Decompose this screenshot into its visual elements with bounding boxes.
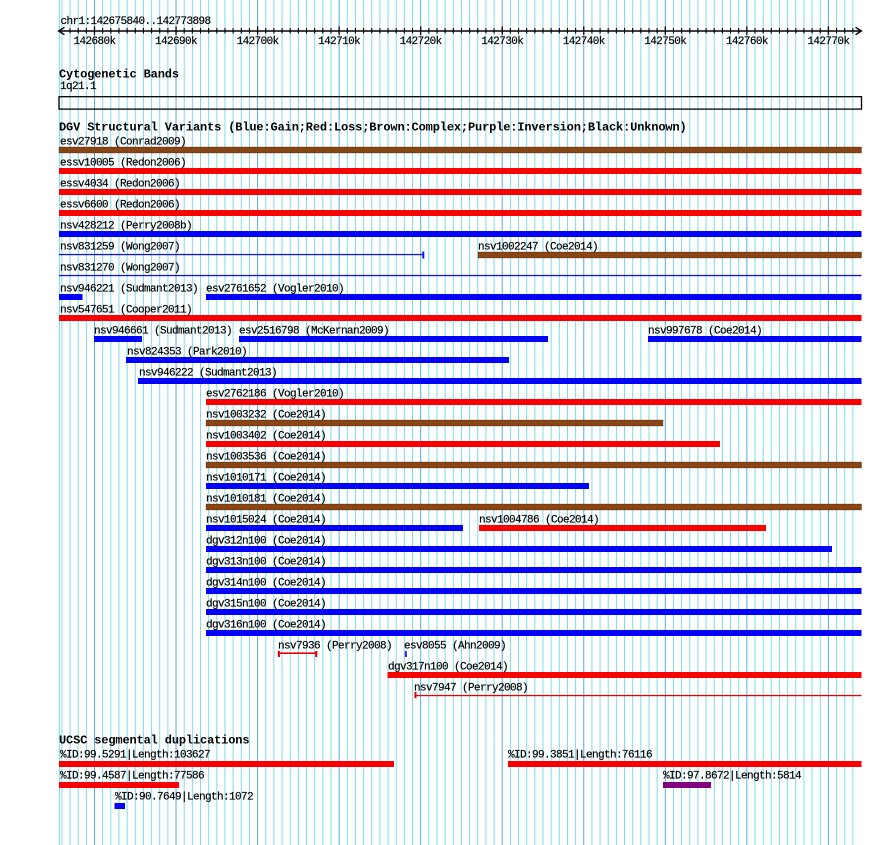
svg-text:esv2516798 (McKernan2009): esv2516798 (McKernan2009) <box>239 326 389 338</box>
svg-text:dgv316n100 (Coe2014): dgv316n100 (Coe2014) <box>206 620 326 632</box>
svg-text:nsv997678 (Coe2014): nsv997678 (Coe2014) <box>648 326 762 338</box>
svg-text:%ID:97.8672|Length:5814: %ID:97.8672|Length:5814 <box>663 770 802 782</box>
svg-text:nsv428212 (Perry2008b): nsv428212 (Perry2008b) <box>60 221 192 233</box>
svg-text:nsv1003536 (Coe2014): nsv1003536 (Coe2014) <box>206 452 326 464</box>
svg-text:chr1:142675840..142773898: chr1:142675840..142773898 <box>61 16 211 28</box>
svg-text:nsv831259 (Wong2007): nsv831259 (Wong2007) <box>60 242 180 254</box>
svg-text:dgv313n100 (Coe2014): dgv313n100 (Coe2014) <box>206 557 326 569</box>
svg-text:nsv7947 (Perry2008): nsv7947 (Perry2008) <box>414 683 528 695</box>
svg-text:nsv1015024 (Coe2014): nsv1015024 (Coe2014) <box>206 515 326 527</box>
svg-text:DGV Structural Variants (Blue:: DGV Structural Variants (Blue:Gain;Red:L… <box>59 120 687 134</box>
svg-text:essv4034 (Redon2006): essv4034 (Redon2006) <box>60 179 180 191</box>
svg-text:nsv946661 (Sudmant2013): nsv946661 (Sudmant2013) <box>94 326 232 338</box>
svg-text:nsv831270 (Wong2007): nsv831270 (Wong2007) <box>60 263 180 275</box>
svg-text:142730k: 142730k <box>481 36 524 48</box>
svg-text:%ID:99.5291|Length:103627: %ID:99.5291|Length:103627 <box>60 749 210 761</box>
svg-text:142690k: 142690k <box>155 36 198 48</box>
svg-text:%ID:99.4587|Length:77586: %ID:99.4587|Length:77586 <box>60 770 204 782</box>
svg-text:nsv1010181 (Coe2014): nsv1010181 (Coe2014) <box>206 494 326 506</box>
svg-text:esv2761652 (Vogler2010): esv2761652 (Vogler2010) <box>206 284 344 296</box>
svg-text:nsv1010171 (Coe2014): nsv1010171 (Coe2014) <box>206 473 326 485</box>
svg-text:nsv824353 (Park2010): nsv824353 (Park2010) <box>127 347 247 359</box>
svg-text:dgv312n100 (Coe2014): dgv312n100 (Coe2014) <box>206 536 326 548</box>
svg-text:nsv946222 (Sudmant2013): nsv946222 (Sudmant2013) <box>139 368 277 380</box>
svg-text:nsv1004786 (Coe2014): nsv1004786 (Coe2014) <box>479 515 599 527</box>
svg-text:142680k: 142680k <box>73 36 116 48</box>
svg-text:142710k: 142710k <box>318 36 361 48</box>
svg-text:dgv314n100 (Coe2014): dgv314n100 (Coe2014) <box>206 578 326 590</box>
svg-text:essv6600 (Redon2006): essv6600 (Redon2006) <box>60 200 180 212</box>
svg-text:142760k: 142760k <box>726 36 769 48</box>
svg-text:esv2762186 (Vogler2010): esv2762186 (Vogler2010) <box>206 389 344 401</box>
svg-text:dgv317n100 (Coe2014): dgv317n100 (Coe2014) <box>388 662 508 674</box>
svg-text:nsv1003402 (Coe2014): nsv1003402 (Coe2014) <box>206 431 326 443</box>
svg-text:142770k: 142770k <box>807 36 850 48</box>
svg-text:essv10005 (Redon2006): essv10005 (Redon2006) <box>60 158 186 170</box>
svg-text:%ID:90.7649|Length:1072: %ID:90.7649|Length:1072 <box>115 791 253 803</box>
svg-text:%ID:99.3851|Length:76116: %ID:99.3851|Length:76116 <box>508 749 652 761</box>
svg-text:dgv315n100 (Coe2014): dgv315n100 (Coe2014) <box>206 599 326 611</box>
svg-text:nsv1003232 (Coe2014): nsv1003232 (Coe2014) <box>206 410 326 422</box>
svg-text:142720k: 142720k <box>400 36 443 48</box>
svg-text:1q21.1: 1q21.1 <box>60 81 97 93</box>
svg-text:Cytogenetic Bands: Cytogenetic Bands <box>59 67 179 81</box>
svg-text:nsv1002247 (Coe2014): nsv1002247 (Coe2014) <box>478 242 598 254</box>
svg-text:nsv946221 (Sudmant2013): nsv946221 (Sudmant2013) <box>60 284 198 296</box>
svg-text:nsv547651 (Cooper2011): nsv547651 (Cooper2011) <box>60 305 192 317</box>
svg-text:esv27918 (Conrad2009): esv27918 (Conrad2009) <box>60 137 186 149</box>
svg-text:142750k: 142750k <box>644 36 687 48</box>
svg-text:esv8055 (Ahn2009): esv8055 (Ahn2009) <box>404 641 506 653</box>
svg-text:nsv7936 (Perry2008): nsv7936 (Perry2008) <box>278 641 392 653</box>
svg-text:142740k: 142740k <box>563 36 606 48</box>
svg-text:142700k: 142700k <box>237 36 280 48</box>
svg-text:UCSC segmental duplications: UCSC segmental duplications <box>59 734 249 748</box>
